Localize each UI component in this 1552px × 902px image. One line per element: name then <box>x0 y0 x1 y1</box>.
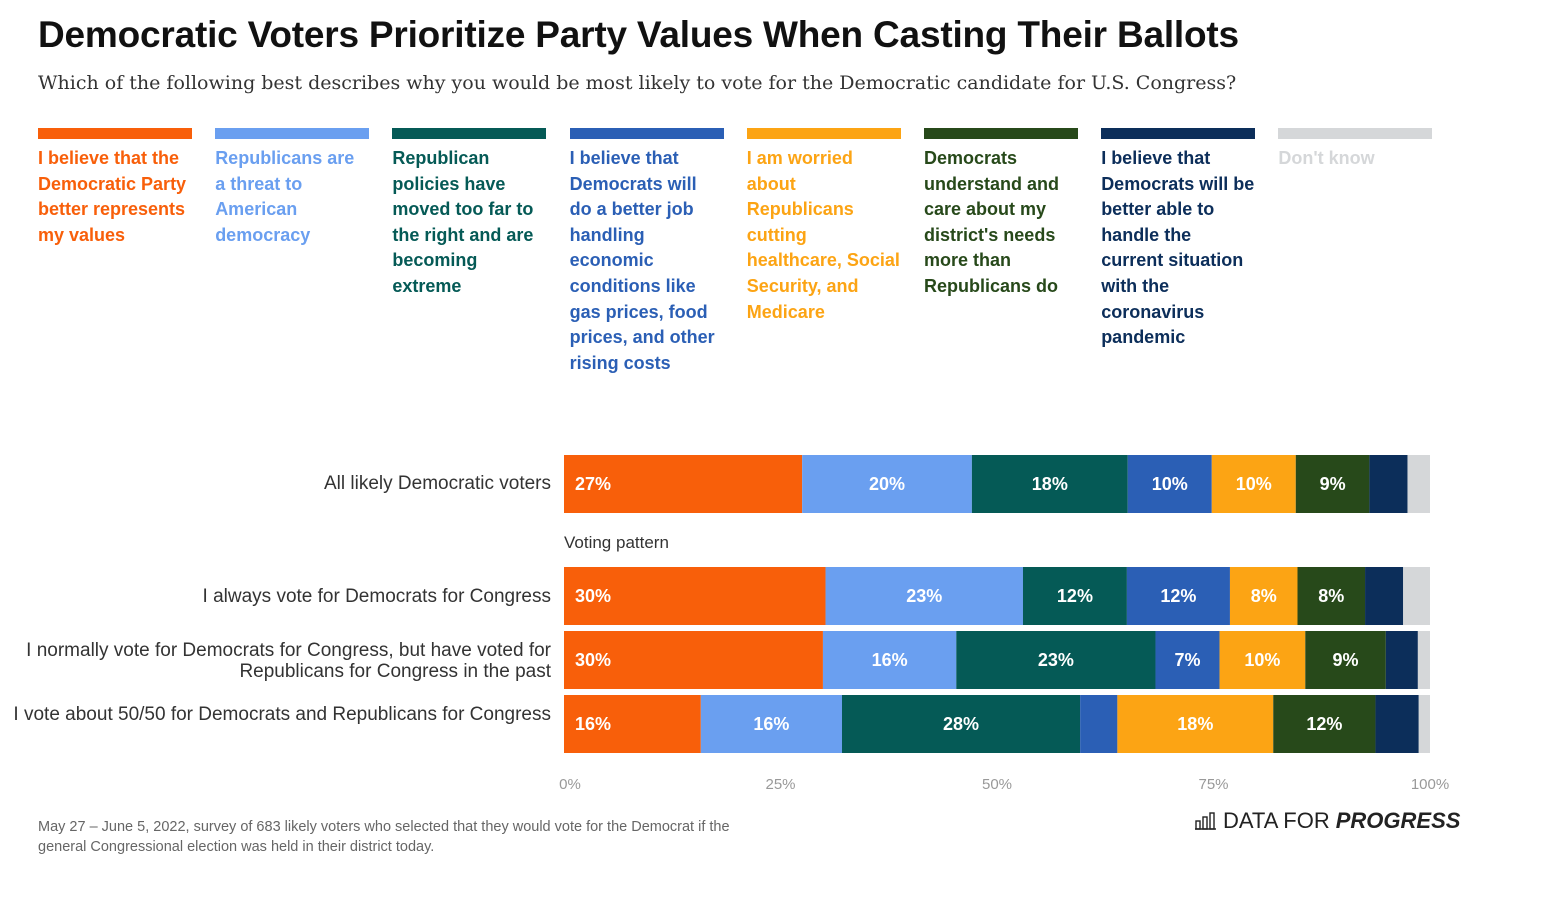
row-label-fifty-fifty: I vote about 50/50 for Democrats and Rep… <box>13 704 551 725</box>
data-label: 30% <box>575 586 611 606</box>
x-tick-label: 25% <box>765 776 795 793</box>
bar-segment <box>1297 567 1366 625</box>
bar-segment <box>1369 455 1408 513</box>
brand-logo: DATA FOR PROGRESS <box>1195 808 1460 834</box>
bar-segment <box>1403 567 1430 625</box>
data-label: 20% <box>869 474 905 494</box>
data-label: 7% <box>1175 650 1201 670</box>
legend-item-4: I believe that Democrats will do a bette… <box>569 128 724 376</box>
bar-segment <box>1385 631 1418 689</box>
legend-label: Don't know <box>1278 148 1375 168</box>
legend-swatch <box>746 128 901 139</box>
legend-swatch <box>569 128 724 139</box>
bar-segment <box>700 695 842 753</box>
legend-label: Republicans are a threat to American dem… <box>215 148 355 245</box>
legend-item-6: Democrats understand and care about my d… <box>924 128 1078 300</box>
legend-item-3: Republican policies have moved too far t… <box>392 128 547 300</box>
legend: I believe that the Democratic Party bett… <box>38 128 1438 428</box>
bar-segment <box>564 567 826 625</box>
legend-item-7: I believe that Democrats will be better … <box>1101 128 1256 351</box>
bar-segment <box>1305 631 1386 689</box>
bar-segment <box>564 631 823 689</box>
bar-segment <box>971 455 1128 513</box>
legend-item-8: Don't know <box>1278 128 1433 172</box>
data-label: 10% <box>1152 474 1188 494</box>
bar-segment <box>1418 695 1430 753</box>
bar-segment <box>1117 695 1274 753</box>
data-label: 8% <box>1251 586 1277 606</box>
bar-segment <box>802 455 972 513</box>
data-label: 10% <box>1244 650 1280 670</box>
x-tick-label: 75% <box>1198 776 1228 793</box>
data-label: 23% <box>906 586 942 606</box>
legend-swatch <box>215 128 370 139</box>
legend-swatch <box>924 128 1078 139</box>
bar-segment <box>564 695 701 753</box>
data-label: 9% <box>1320 474 1346 494</box>
data-label: 16% <box>753 714 789 734</box>
data-label: 18% <box>1032 474 1068 494</box>
chart-title: Democratic Voters Prioritize Party Value… <box>38 14 1239 55</box>
bar-segment <box>841 695 1081 753</box>
legend-swatch <box>1278 128 1433 139</box>
bar-segment <box>1407 455 1430 513</box>
bar-segment <box>956 631 1156 689</box>
legend-label: I am worried about Republicans cutting h… <box>746 148 900 322</box>
bar-segment <box>825 567 1023 625</box>
data-label: 10% <box>1236 474 1272 494</box>
x-tick-label: 100% <box>1411 776 1449 793</box>
data-label: 16% <box>872 650 908 670</box>
bar-segment <box>1080 695 1118 753</box>
chart-subtitle: Which of the following best describes wh… <box>38 72 1237 94</box>
bar-segment <box>1229 567 1298 625</box>
legend-label: I believe that the Democratic Party bett… <box>38 148 187 245</box>
footnote: May 27 – June 5, 2022, survey of 683 lik… <box>38 819 730 855</box>
legend-item-2: Republicans are a threat to American dem… <box>215 128 370 248</box>
bar-segment <box>1126 567 1230 625</box>
legend-label: I believe that Democrats will do a bette… <box>569 148 715 373</box>
bar-segment <box>564 455 803 513</box>
legend-item-5: I am worried about Republicans cutting h… <box>746 128 901 325</box>
bar-segment <box>1365 567 1404 625</box>
data-label: 27% <box>575 474 611 494</box>
legend-label: Democrats understand and care about my d… <box>924 148 1060 296</box>
data-label: 12% <box>1160 586 1196 606</box>
data-label: 12% <box>1057 586 1093 606</box>
bar-segment <box>1295 455 1370 513</box>
legend-swatch <box>1101 128 1256 139</box>
legend-swatch <box>38 128 192 139</box>
row-label-all: All likely Democratic voters <box>324 473 551 494</box>
brand-text-strong: PROGRESS <box>1335 808 1461 833</box>
bar-segment <box>1022 567 1127 625</box>
data-label: 9% <box>1333 650 1359 670</box>
bar-segment <box>1211 455 1296 513</box>
bar-segment <box>1273 695 1376 753</box>
bar-segment <box>1155 631 1220 689</box>
data-label: 16% <box>575 714 611 734</box>
x-tick-label: 0% <box>559 776 581 793</box>
data-label: 8% <box>1318 586 1344 606</box>
legend-swatch <box>392 128 547 139</box>
bar-segment <box>1417 631 1430 689</box>
bar-segment <box>822 631 957 689</box>
data-label: 12% <box>1306 714 1342 734</box>
bar-chart-icon <box>1195 812 1216 830</box>
data-label: 18% <box>1177 714 1213 734</box>
bar-segment <box>1219 631 1306 689</box>
legend-label: I believe that Democrats will be better … <box>1101 148 1255 348</box>
data-label: 30% <box>575 650 611 670</box>
row-label-always: I always vote for Democrats for Congress <box>202 586 551 607</box>
data-label: 28% <box>943 714 979 734</box>
group-label: Voting pattern <box>564 533 669 552</box>
bar-segment <box>1127 455 1212 513</box>
bar-segment <box>1375 695 1419 753</box>
x-tick-label: 50% <box>982 776 1012 793</box>
legend-label: Republican policies have moved too far t… <box>392 148 534 296</box>
legend-item-1: I believe that the Democratic Party bett… <box>38 128 192 248</box>
data-label: 23% <box>1038 650 1074 670</box>
brand-text: DATA FOR <box>1223 808 1330 833</box>
row-label-normally: I normally vote for Democrats for Congre… <box>26 640 551 682</box>
